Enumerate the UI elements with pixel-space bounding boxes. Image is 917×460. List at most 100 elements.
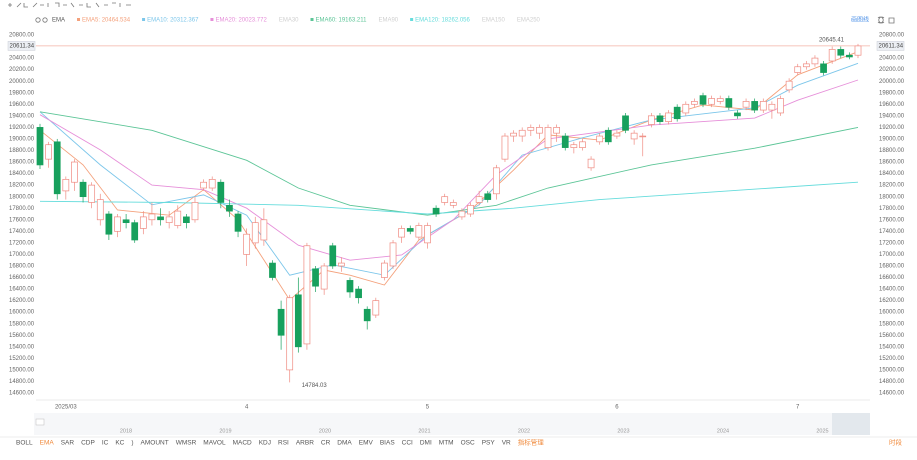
eye-icon[interactable]: [42, 17, 48, 23]
indicator-tab[interactable]: CCI: [402, 440, 413, 447]
y-tick-label: 19400.00: [9, 113, 35, 119]
indicator-tab[interactable]: PSY: [482, 440, 496, 447]
candle-body: [811, 57, 819, 65]
candle-body: [673, 106, 681, 120]
legend-entry[interactable]: EMA20: 20023.772: [215, 18, 267, 24]
y-tick-label-right: 16000.00: [879, 310, 905, 316]
legend-inactive[interactable]: EMA150: [482, 18, 506, 24]
indicator-tab[interactable]: WMSR: [176, 440, 197, 447]
navigator[interactable]: [34, 413, 870, 435]
navigator-label: 2022: [518, 428, 530, 434]
indicator-tab[interactable]: DMA: [337, 440, 352, 447]
tool-icon[interactable]: [55, 2, 75, 8]
legend-inactive[interactable]: EMA30: [279, 18, 299, 24]
indicator-tab[interactable]: MACD: [233, 440, 252, 447]
candle-body: [449, 202, 457, 206]
navigator-label: 2018: [120, 428, 132, 434]
candle-body: [294, 294, 302, 348]
y-tick-label: 15800.00: [9, 321, 35, 327]
indicator-tab[interactable]: RSI: [278, 440, 289, 447]
y-tick-label-right: 19600.00: [879, 102, 905, 108]
navigator-window[interactable]: [832, 413, 870, 435]
y-tick-label-right: 17000.00: [879, 252, 905, 258]
period-tab[interactable]: 时段: [889, 438, 903, 447]
candle-body: [355, 288, 362, 299]
navigator-handle[interactable]: [35, 418, 45, 426]
indicator-tab[interactable]: KDJ: [259, 440, 271, 447]
legend-entry[interactable]: EMA120: 18262.056: [415, 18, 470, 24]
x-tick-label: 2025/03: [55, 405, 77, 411]
tool-icon[interactable]: [32, 2, 49, 8]
indicator-tab[interactable]: DMI: [420, 440, 432, 447]
indicator-tab[interactable]: AMOUNT: [141, 440, 169, 447]
settings-icon[interactable]: [35, 17, 41, 23]
y-tick-label-right: 20800.00: [879, 33, 905, 39]
y-tick-label: 14800.00: [9, 379, 35, 385]
candle-body: [398, 228, 406, 238]
indicator-tab[interactable]: CDP: [81, 440, 95, 447]
tool-icon[interactable]: [16, 2, 28, 8]
indicator-tab[interactable]: KC: [115, 440, 124, 447]
candle-body: [579, 141, 586, 148]
candle-body: [139, 216, 147, 229]
candle-body: [854, 45, 862, 56]
indicator-tab[interactable]: MTM: [439, 440, 454, 447]
indicator-tab[interactable]: 指标管理: [518, 438, 545, 447]
y-tick-label: 16800.00: [9, 264, 35, 270]
legend-entry[interactable]: EMA5: 20464.534: [82, 18, 131, 24]
y-tick-label-right: 16200.00: [879, 298, 905, 304]
candle-body: [53, 141, 61, 195]
indicator-tab[interactable]: ): [131, 440, 133, 447]
indicator-tab[interactable]: BIAS: [380, 440, 395, 447]
candle-body: [622, 115, 629, 131]
y-tick-label: 18800.00: [9, 148, 35, 154]
indicator-tab[interactable]: MAVOL: [203, 440, 226, 447]
candle-body: [492, 167, 500, 195]
indicator-tab[interactable]: ARBR: [296, 440, 314, 447]
last-price-label-left: 20611.34: [10, 43, 35, 49]
legend-inactive[interactable]: EMA250: [517, 18, 541, 24]
legend-entry[interactable]: EMA60: 19163.211: [316, 18, 368, 24]
ema-line: [39, 111, 859, 216]
candle-body: [372, 300, 380, 316]
candle-body: [837, 49, 845, 56]
navigator-label: 2024: [717, 428, 729, 434]
x-tick-label: 5: [426, 405, 430, 411]
y-tick-label: 20800.00: [9, 33, 35, 39]
x-tick-label: 6: [615, 405, 619, 411]
y-tick-label-right: 15200.00: [879, 356, 905, 362]
legend-inactive[interactable]: EMA90: [378, 18, 398, 24]
legend-indicator[interactable]: EMA: [52, 18, 65, 24]
indicator-tab[interactable]: BOLL: [16, 440, 33, 447]
indicator-tab[interactable]: OSC: [461, 440, 475, 447]
indicator-tab[interactable]: EMA: [40, 440, 55, 447]
tool-icon[interactable]: [8, 3, 12, 7]
y-tick-label-right: 17200.00: [879, 240, 905, 246]
indicator-tab[interactable]: SAR: [61, 440, 75, 447]
indicator-tab[interactable]: CR: [321, 440, 331, 447]
y-tick-label-right: 16600.00: [879, 275, 905, 281]
indicator-tab[interactable]: EMV: [359, 440, 374, 447]
candle-body: [183, 216, 190, 224]
y-tick-label: 18400.00: [9, 171, 35, 177]
indicator-tab[interactable]: VR: [502, 440, 511, 447]
tool-icon[interactable]: [112, 2, 131, 7]
last-price-label-right-box: [876, 41, 905, 51]
candle-body: [510, 132, 517, 137]
indicator-tab[interactable]: IC: [102, 440, 109, 447]
candle-body: [122, 219, 130, 224]
draw-tool-button[interactable]: 画图线: [851, 16, 869, 24]
tool-icon[interactable]: [79, 2, 108, 8]
last-price-label-right: 20611.34: [879, 43, 904, 49]
low-annotation: 14784.03: [302, 383, 328, 389]
candle-body: [96, 199, 104, 221]
ema-line: [39, 62, 859, 276]
candle-body: [226, 204, 233, 212]
candle-body: [71, 161, 78, 183]
candle-body: [734, 112, 741, 117]
legend-entry[interactable]: EMA10: 20312.367: [147, 18, 199, 24]
undo-redo-icons[interactable]: [877, 16, 895, 24]
candle-body: [768, 103, 776, 111]
candle-body: [742, 101, 750, 108]
candle-body: [312, 268, 319, 287]
